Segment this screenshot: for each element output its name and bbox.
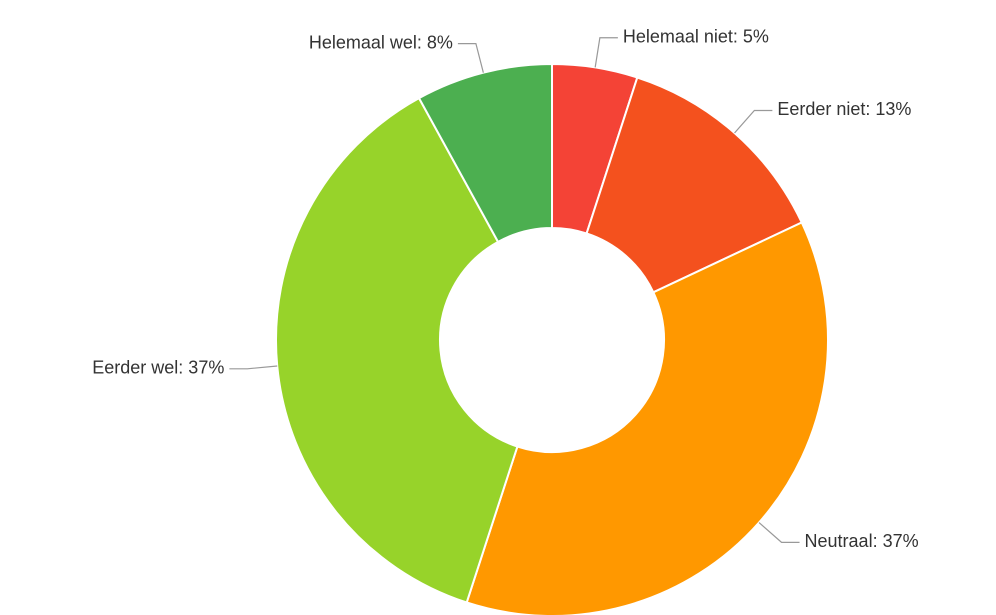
data-label: Neutraal: 37% [805,531,919,551]
leader-line [758,522,800,543]
data-label: Helemaal wel: 8% [309,32,453,52]
leader-line [457,43,484,73]
leader-line [229,365,278,370]
slice [417,62,553,244]
data-label: Eerder niet: 13% [777,99,911,119]
slice [585,76,804,294]
data-label: Helemaal niet: 5% [623,27,769,47]
leader-line [734,109,773,134]
slice [465,221,829,615]
leader-line [594,37,618,68]
data-label: Eerder wel: 37% [92,358,224,378]
slice [275,96,519,604]
